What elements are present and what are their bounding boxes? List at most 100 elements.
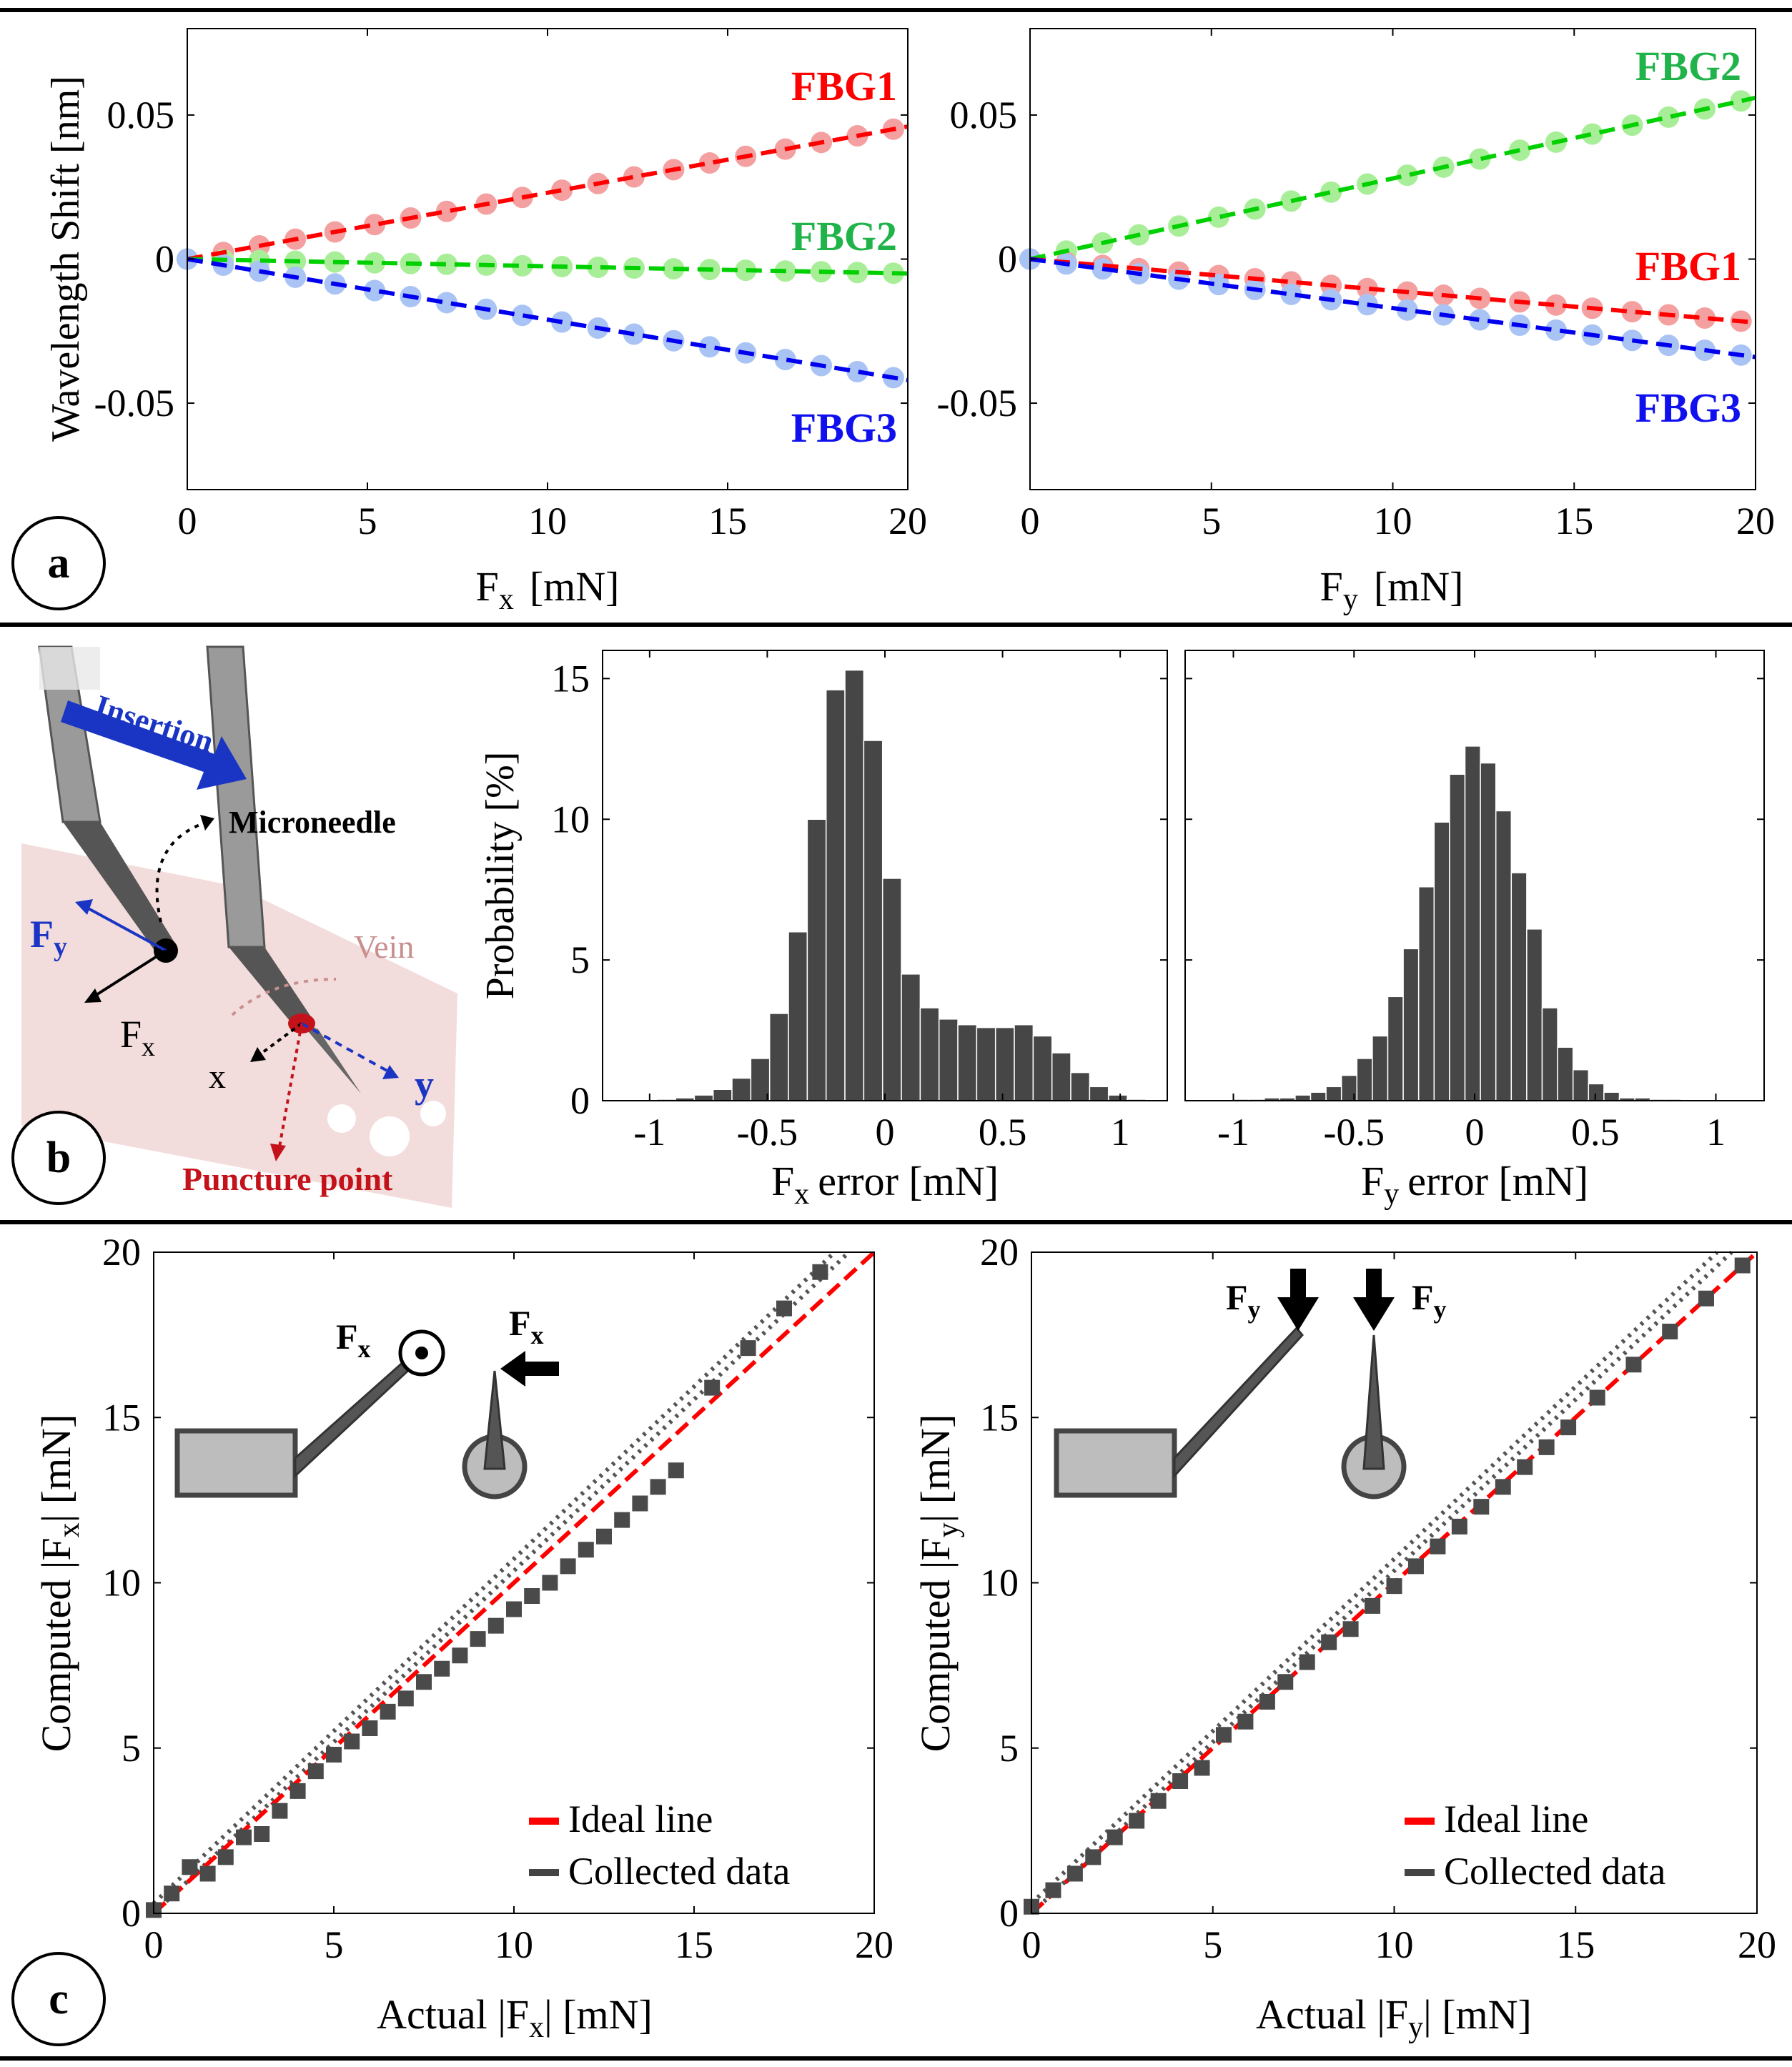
needle-tip (300, 1022, 361, 1094)
y-tick-label: 5 (122, 1727, 141, 1770)
panel-letter-b: b (11, 1111, 106, 1205)
data-point (1589, 1389, 1605, 1406)
data-point (1342, 1621, 1359, 1637)
panel-letter-c: c (11, 1952, 106, 2046)
y-tick-label: 0 (998, 238, 1017, 281)
y-arrow-head (382, 1065, 399, 1079)
data-point (1545, 319, 1567, 341)
data-point (511, 304, 533, 327)
x-label: x (209, 1058, 226, 1096)
panel-a-fy-chart: 0 5 10 15 20 -0.05 0 0.05 Fy [mN] FBG2 FBG1 FBG3 (937, 28, 1775, 616)
tool-body (1054, 1428, 1177, 1498)
needle (1173, 1326, 1304, 1479)
x-tick-label: 5 (1202, 500, 1221, 542)
needle-front (1362, 1334, 1385, 1470)
series-label-fbg3: FBG3 (1635, 385, 1741, 431)
vein-label: Vein (354, 928, 414, 965)
y-arrow (301, 1022, 390, 1074)
histogram-bar (957, 1023, 978, 1101)
data-point (1469, 309, 1491, 331)
x-tick-label: 0.5 (1571, 1111, 1620, 1154)
needle (294, 1347, 425, 1479)
x-tick-label: 15 (1555, 500, 1593, 542)
y-tick-label: 0 (122, 1892, 141, 1935)
data-point (364, 252, 386, 274)
y-tick-label: 10 (551, 798, 590, 841)
histogram-bar (806, 818, 827, 1101)
x-tick-label: 15 (1556, 1923, 1595, 1966)
histogram-bar (1107, 1094, 1128, 1101)
collected-trend (1029, 1250, 1719, 1905)
y-tick-label: 10 (102, 1562, 141, 1605)
data-point (1396, 299, 1418, 321)
data-point (1517, 1459, 1533, 1475)
x-tick-label: 0 (178, 500, 197, 542)
histogram-bar (1603, 1091, 1620, 1101)
x-arrow-head (250, 1047, 266, 1062)
x-tick-label: -0.5 (1324, 1111, 1385, 1154)
x-axis-label: Fy error [mN] (1361, 1158, 1588, 1211)
fy-label: Fy (30, 913, 67, 962)
histogram-bar (1417, 886, 1435, 1101)
y-tick-label: 20 (980, 1231, 1019, 1274)
y-tick-label: 15 (980, 1396, 1019, 1439)
histogram-bar (1402, 948, 1420, 1101)
y-tick-label: 5 (999, 1727, 1019, 1770)
data-point (668, 1462, 684, 1479)
y-tick-label: -0.05 (937, 382, 1017, 425)
data-point (199, 1865, 216, 1882)
panel-b-fy-error-histogram: -1 -0.5 0 0.5 1 Fy error [mN] (1184, 650, 1765, 1211)
data-point (397, 1690, 414, 1707)
inset-force-arrow (1353, 1269, 1395, 1331)
data-point (1107, 1829, 1123, 1845)
y-tick-label: 15 (551, 657, 590, 700)
x-tick-label: 15 (675, 1923, 713, 1966)
data-point (524, 1588, 540, 1604)
data-point (698, 336, 721, 358)
data-point (812, 1264, 828, 1280)
fx-arrow (91, 949, 167, 998)
histogram-bar (731, 1077, 752, 1101)
x-tick-label: 0 (144, 1923, 164, 1966)
data-point (364, 279, 386, 302)
data-point (1451, 1518, 1467, 1535)
x-axis-label: Fx [mN] (476, 563, 620, 616)
data-point (364, 214, 386, 236)
microneedle-label: Microneedle (229, 805, 396, 840)
x-tick-label: -1 (1217, 1111, 1249, 1154)
puncture-label: Puncture point (182, 1161, 393, 1197)
tool-highlight (39, 647, 100, 690)
data-point (254, 1826, 270, 1842)
data-point (846, 360, 868, 382)
panel-letter: b (46, 1134, 71, 1182)
data-point (435, 200, 457, 222)
fx-arrow-head (84, 988, 102, 1003)
legend: Ideal line Collected data (1405, 1798, 1665, 1893)
histogram-bar (1464, 745, 1481, 1101)
x-tick-label: 0.5 (979, 1111, 1027, 1154)
x-tick-label: 1 (1706, 1111, 1726, 1154)
data-point (1066, 1865, 1083, 1882)
data-point (1085, 1849, 1102, 1865)
histogram-bar (994, 1026, 1015, 1101)
data-point (632, 1495, 648, 1512)
y-tick-label: 0.05 (950, 94, 1018, 137)
histogram-bar (1449, 773, 1466, 1101)
y-tick-label: 0.05 (107, 94, 175, 137)
x-tick-label: 20 (888, 500, 927, 542)
data-point (470, 1631, 486, 1647)
histogram-bar (1014, 1023, 1034, 1101)
y-tick-label: -0.05 (94, 382, 174, 425)
histogram-bar (1480, 762, 1497, 1101)
legend: Ideal line Collected data (529, 1798, 790, 1893)
x-axis-label: Actual |Fy| [mN] (1256, 1991, 1532, 2044)
microneedle-schematic: Insertion Microneedle Vein Fy Fx x y Pun… (21, 645, 457, 1208)
y-tick-label: 10 (980, 1562, 1019, 1605)
x-tick-label: 20 (1736, 500, 1775, 542)
histogram-bar (1572, 1069, 1590, 1101)
puncture-pointer-head (270, 1144, 286, 1161)
data-point (1693, 307, 1716, 329)
needle-front (483, 1370, 506, 1470)
